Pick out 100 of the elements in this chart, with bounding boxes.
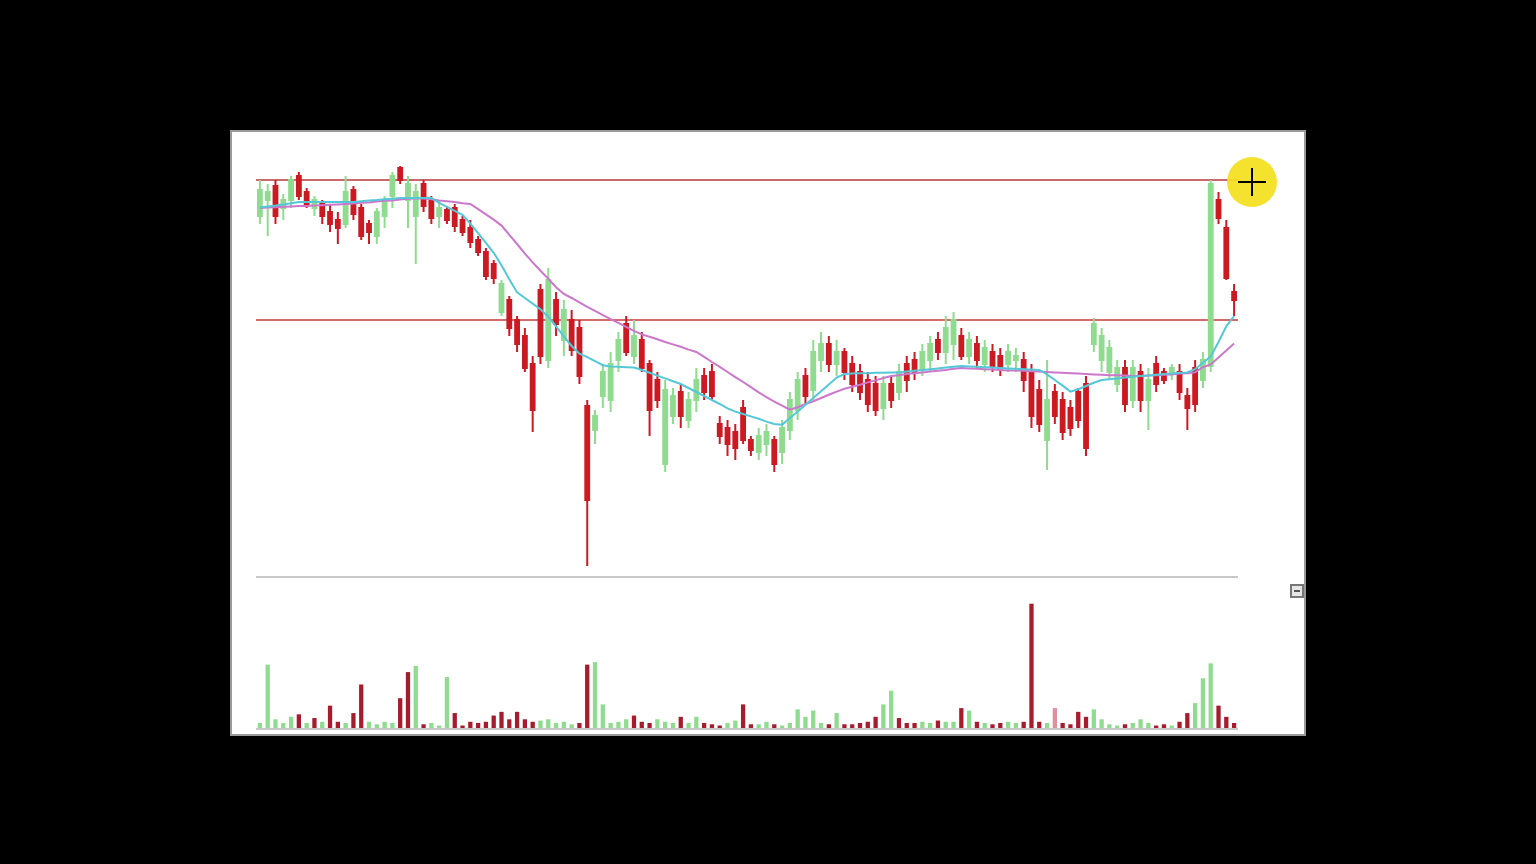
candlestick — [942, 315, 949, 365]
candlestick — [997, 347, 1004, 377]
bar — [405, 672, 411, 728]
candlestick — [810, 339, 817, 401]
candlestick — [1168, 363, 1175, 381]
bar — [398, 698, 403, 728]
candlestick — [888, 375, 895, 409]
bar — [491, 715, 496, 728]
bar — [1083, 716, 1089, 728]
candlestick — [553, 291, 559, 337]
candlestick — [264, 183, 271, 237]
candlestick — [849, 355, 856, 393]
candlestick — [709, 363, 715, 401]
bar — [959, 708, 964, 728]
candlestick — [763, 423, 770, 457]
candlestick — [592, 409, 598, 445]
candlestick — [1137, 363, 1144, 413]
candlestick — [974, 335, 980, 369]
candlestick — [397, 165, 404, 185]
candlestick — [623, 315, 630, 357]
candlestick — [295, 171, 302, 201]
bar — [522, 719, 528, 728]
bar — [327, 705, 333, 728]
candlestick — [919, 343, 926, 377]
bar — [740, 704, 746, 728]
candlestick — [935, 331, 941, 361]
candlestick — [334, 211, 341, 245]
bar — [288, 716, 294, 728]
bar — [764, 721, 769, 728]
bar — [382, 721, 387, 728]
bar — [600, 704, 605, 728]
bar — [1052, 708, 1057, 728]
candlestick — [545, 267, 552, 369]
bar — [1200, 678, 1206, 728]
candlestick — [560, 299, 567, 357]
bar — [546, 719, 551, 728]
candlestick — [771, 435, 778, 473]
candlestick — [1215, 191, 1222, 225]
candlestick — [467, 219, 474, 249]
bar — [413, 665, 418, 728]
bar — [951, 721, 956, 728]
bar — [795, 709, 800, 728]
candlestick — [1223, 219, 1230, 281]
candlestick — [1059, 391, 1066, 441]
bar — [694, 716, 699, 728]
candlestick — [662, 379, 669, 473]
bar — [1177, 721, 1182, 728]
bar — [920, 721, 925, 728]
candlestick — [444, 205, 450, 225]
bar — [811, 710, 816, 728]
bar — [1091, 709, 1096, 728]
candlestick — [950, 311, 957, 361]
candlestick — [1083, 375, 1089, 457]
bar — [624, 719, 629, 728]
candlestick — [1145, 367, 1152, 431]
candlestick — [802, 367, 809, 405]
bar — [312, 718, 317, 728]
candlestick — [724, 419, 731, 457]
bar — [678, 716, 683, 728]
bar — [1208, 663, 1213, 728]
candlestick — [981, 339, 988, 373]
bar — [296, 714, 301, 728]
bar — [1076, 711, 1081, 728]
bar — [655, 719, 660, 728]
candlestick — [584, 399, 591, 567]
candlestick — [1153, 355, 1160, 393]
candlestick — [1044, 359, 1050, 471]
bar — [889, 690, 894, 728]
candlestick — [342, 175, 349, 229]
bar — [585, 664, 590, 728]
bar — [452, 713, 457, 728]
candlestick — [833, 339, 840, 377]
bar — [896, 718, 902, 728]
candlestick — [872, 375, 879, 417]
candlestick — [880, 375, 887, 421]
bar — [1185, 713, 1190, 728]
candlestick — [966, 331, 973, 365]
candlestick — [1005, 343, 1011, 373]
bar — [444, 677, 450, 728]
candlestick — [631, 319, 637, 365]
candlestick — [701, 367, 708, 401]
bar — [265, 664, 270, 728]
candlestick — [1012, 347, 1019, 373]
candlestick — [896, 363, 902, 401]
bar — [616, 721, 621, 728]
candlestick — [958, 327, 965, 361]
candlestick — [864, 371, 871, 413]
bar — [834, 713, 839, 728]
candlestick — [436, 199, 443, 229]
bar — [499, 711, 504, 728]
candlestick — [451, 203, 458, 233]
candlestick — [825, 335, 832, 373]
bar — [507, 719, 512, 728]
candlestick — [677, 383, 684, 429]
candlestick — [927, 335, 934, 373]
candlestick — [319, 199, 326, 225]
bar — [631, 715, 637, 728]
candlestick — [1129, 359, 1136, 409]
bar — [1193, 703, 1198, 728]
bar — [592, 662, 598, 728]
